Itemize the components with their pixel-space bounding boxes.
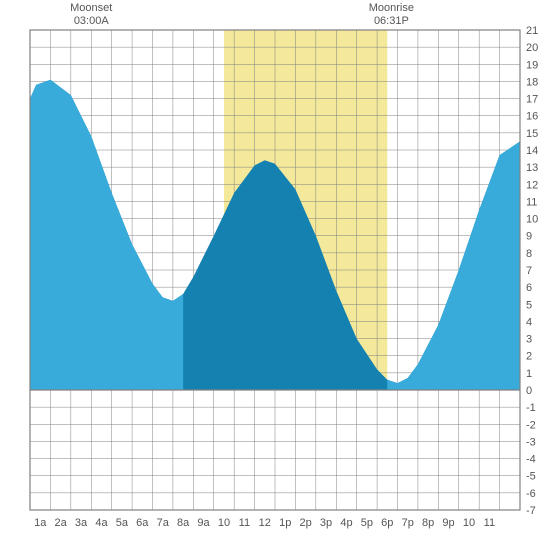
y-tick-label: -4 [526,454,536,466]
annotation-title: Moonset [51,2,131,15]
x-tick-label: 11 [239,517,250,529]
x-tick-label: 5a [116,517,129,529]
y-tick-label: 20 [526,42,538,54]
x-tick-label: 8p [422,517,434,529]
y-tick-label: 3 [526,334,532,346]
y-tick-label: 9 [526,231,532,243]
x-tick-label: 10 [218,517,230,529]
y-tick-label: 6 [526,282,532,294]
y-tick-label: -1 [526,402,536,414]
chart-canvas: 2120191817161514131211109876543210-1-2-3… [0,0,550,550]
x-tick-label: 2p [300,517,312,529]
y-tick-label: 10 [526,214,538,226]
y-tick-label: -7 [526,505,536,517]
x-tick-label: 10 [463,517,475,529]
y-tick-label: 2 [526,351,532,363]
y-tick-label: 11 [526,196,537,208]
x-tick-label: 4a [95,517,108,529]
x-tick-label: 3a [75,517,88,529]
annotation-time: 06:31P [351,15,431,28]
x-tick-label: 3p [320,517,332,529]
x-tick-label: 1a [34,517,47,529]
y-tick-label: -5 [526,471,536,483]
y-tick-label: 12 [526,179,538,191]
tide-chart: 2120191817161514131211109876543210-1-2-3… [0,0,550,550]
y-tick-label: 14 [526,145,538,157]
y-tick-label: -6 [526,488,536,500]
x-tick-label: 7a [157,517,170,529]
y-tick-label: 4 [526,316,532,328]
x-tick-label: 12 [259,517,271,529]
x-tick-label: 8a [177,517,190,529]
y-tick-label: 13 [526,162,538,174]
x-tick-label: 7p [402,517,414,529]
x-tick-label: 1p [279,517,291,529]
y-tick-label: 5 [526,299,532,311]
x-tick-label: 6p [381,517,393,529]
x-tick-label: 9a [197,517,210,529]
y-tick-label: 7 [526,265,532,277]
moonset-annotation: Moonset03:00A [51,2,131,28]
y-tick-label: 21 [526,25,538,37]
y-tick-label: 16 [526,111,538,123]
x-tick-label: 2a [55,517,68,529]
y-tick-label: -2 [526,419,536,431]
annotation-time: 03:00A [51,15,131,28]
y-tick-label: 17 [526,94,538,106]
y-tick-label: -3 [526,436,536,448]
x-tick-label: 6a [136,517,149,529]
y-tick-label: 1 [526,368,532,380]
annotation-title: Moonrise [351,2,431,15]
moonrise-annotation: Moonrise06:31P [351,2,431,28]
y-tick-label: 19 [526,59,538,71]
y-tick-label: 15 [526,128,538,140]
y-tick-label: 18 [526,76,538,88]
x-tick-label: 9p [442,517,454,529]
y-tick-label: 8 [526,248,532,260]
x-tick-label: 5p [361,517,373,529]
y-tick-label: 0 [526,385,532,397]
x-tick-label: 11 [484,517,495,529]
x-tick-label: 4p [340,517,352,529]
